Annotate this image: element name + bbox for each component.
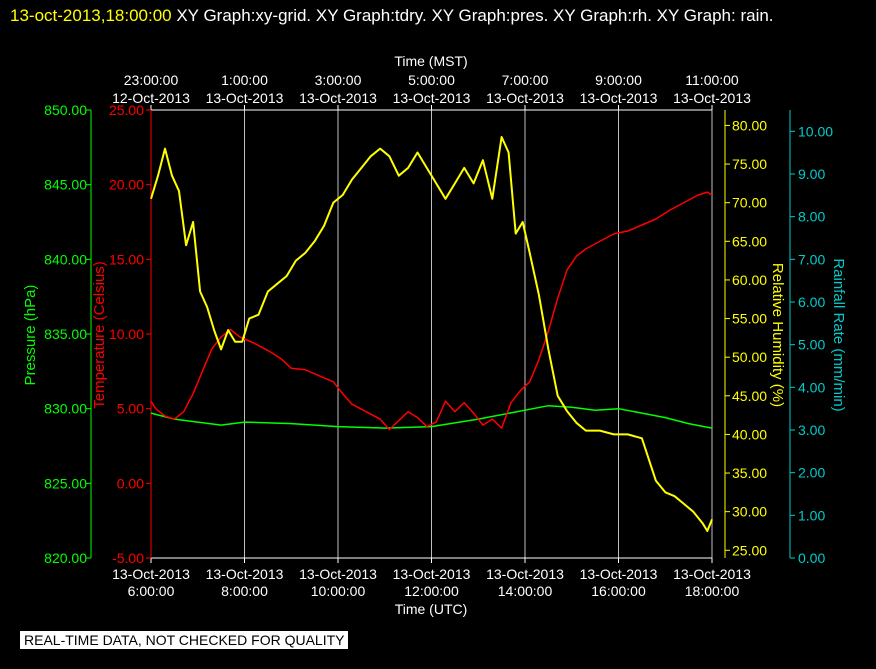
rain-axis-title: Rainfall Rate (mm/min)	[830, 258, 847, 411]
x-bottom-tick-time-4: 14:00:00	[498, 583, 553, 599]
x-top-tick-time-5: 9:00:00	[595, 72, 642, 88]
header-timestamp: 13-oct-2013,18:00:00	[10, 6, 172, 25]
humidity-tick-label-2: 35.00	[732, 465, 767, 481]
pressure-axis-title: Pressure (hPa)	[22, 285, 39, 386]
rain-tick-label-2: 2.00	[798, 465, 825, 481]
x-bottom-tick-time-3: 12:00:00	[404, 583, 459, 599]
x-bottom-tick-date-0: 13-Oct-2013	[112, 566, 190, 582]
series-lines	[150, 136, 713, 532]
temperature-tick-label-6: 25.00	[109, 102, 144, 118]
rain-tick-label-5: 5.00	[798, 337, 825, 353]
rain-tick-label-6: 6.00	[798, 294, 825, 310]
x-top-tick-date-3: 13-Oct-2013	[393, 90, 471, 106]
humidity-tick-label-1: 30.00	[732, 504, 767, 520]
axis-labels: Time (MST) Time (UTC) Pressure (hPa) Tem…	[22, 53, 847, 617]
pressure-tick-label-5: 845.00	[44, 177, 87, 193]
temperature-tick-label-1: 0.00	[117, 475, 144, 491]
temperature-tick-label-5: 20.00	[109, 177, 144, 193]
x-top-tick-date-5: 13-Oct-2013	[580, 90, 658, 106]
rain-tick-label-8: 8.00	[798, 209, 825, 225]
x-top-tick-time-4: 7:00:00	[502, 72, 549, 88]
rain-tick-label-7: 7.00	[798, 251, 825, 267]
x-top-tick-time-2: 3:00:00	[315, 72, 362, 88]
humidity-tick-label-5: 50.00	[732, 349, 767, 365]
humidity-tick-label-7: 60.00	[732, 272, 767, 288]
x-bottom-tick-time-1: 8:00:00	[221, 583, 268, 599]
x-top-tick-date-6: 13-Oct-2013	[673, 90, 751, 106]
humidity-series-line	[150, 136, 713, 532]
x-top-tick-date-0: 12-Oct-2013	[112, 90, 190, 106]
humidity-tick-label-4: 45.00	[732, 388, 767, 404]
header-graph-list: XY Graph:xy-grid. XY Graph:tdry. XY Grap…	[171, 6, 774, 25]
x-bottom-tick-time-0: 6:00:00	[128, 583, 175, 599]
x-bottom-axis-title: Time (UTC)	[395, 601, 468, 617]
pressure-tick-label-3: 835.00	[44, 326, 87, 342]
x-top-tick-time-1: 1:00:00	[221, 72, 268, 88]
temperature-tick-label-3: 10.00	[109, 326, 144, 342]
chart-header: 13-oct-2013,18:00:00 XY Graph:xy-grid. X…	[10, 2, 870, 30]
x-top-tick-time-3: 5:00:00	[408, 72, 455, 88]
x-bottom-tick-date-1: 13-Oct-2013	[206, 566, 284, 582]
x-bottom-tick-time-5: 16:00:00	[591, 583, 646, 599]
x-bottom-tick-date-6: 13-Oct-2013	[673, 566, 751, 582]
rain-tick-label-4: 4.00	[798, 379, 825, 395]
rain-tick-label-10: 10.00	[798, 123, 833, 139]
pressure-tick-label-1: 825.00	[44, 475, 87, 491]
axes: 13-Oct-20136:00:0023:00:0012-Oct-201313-…	[44, 72, 833, 599]
x-top-axis-title: Time (MST)	[394, 53, 467, 69]
temperature-tick-label-0: -5.00	[112, 550, 144, 566]
x-bottom-tick-time-6: 18:00:00	[685, 583, 740, 599]
humidity-tick-label-9: 70.00	[732, 195, 767, 211]
rain-tick-label-3: 3.00	[798, 422, 825, 438]
temperature-tick-label-2: 5.00	[117, 401, 144, 417]
x-bottom-tick-date-2: 13-Oct-2013	[299, 566, 377, 582]
temperature-tick-label-4: 15.00	[109, 251, 144, 267]
x-bottom-tick-time-2: 10:00:00	[311, 583, 366, 599]
rain-tick-label-9: 9.00	[798, 166, 825, 182]
humidity-tick-label-6: 55.00	[732, 311, 767, 327]
x-top-tick-time-6: 11:00:00	[685, 72, 739, 88]
temperature-axis-title: Temperature (Celsius)	[91, 261, 108, 409]
pressure-tick-label-0: 820.00	[44, 550, 87, 566]
rain-tick-label-1: 1.00	[798, 507, 825, 523]
rain-tick-label-0: 0.00	[798, 550, 825, 566]
humidity-tick-label-3: 40.00	[732, 426, 767, 442]
x-bottom-tick-date-5: 13-Oct-2013	[580, 566, 658, 582]
x-bottom-tick-date-3: 13-Oct-2013	[393, 566, 471, 582]
x-top-tick-date-1: 13-Oct-2013	[206, 90, 284, 106]
humidity-axis-title: Relative Humidity (%)	[769, 263, 786, 407]
x-top-tick-time-0: 23:00:00	[124, 72, 179, 88]
x-top-tick-date-4: 13-Oct-2013	[486, 90, 564, 106]
x-bottom-tick-date-4: 13-Oct-2013	[486, 566, 564, 582]
x-top-tick-date-2: 13-Oct-2013	[299, 90, 377, 106]
humidity-tick-label-8: 65.00	[732, 233, 767, 249]
pressure-tick-label-6: 850.00	[44, 102, 87, 118]
humidity-tick-label-11: 80.00	[732, 117, 767, 133]
pressure-tick-label-4: 840.00	[44, 251, 87, 267]
humidity-tick-label-10: 75.00	[732, 156, 767, 172]
quality-notice: REAL-TIME DATA, NOT CHECKED FOR QUALITY	[20, 631, 349, 649]
pressure-tick-label-2: 830.00	[44, 401, 87, 417]
humidity-tick-label-0: 25.00	[732, 542, 767, 558]
